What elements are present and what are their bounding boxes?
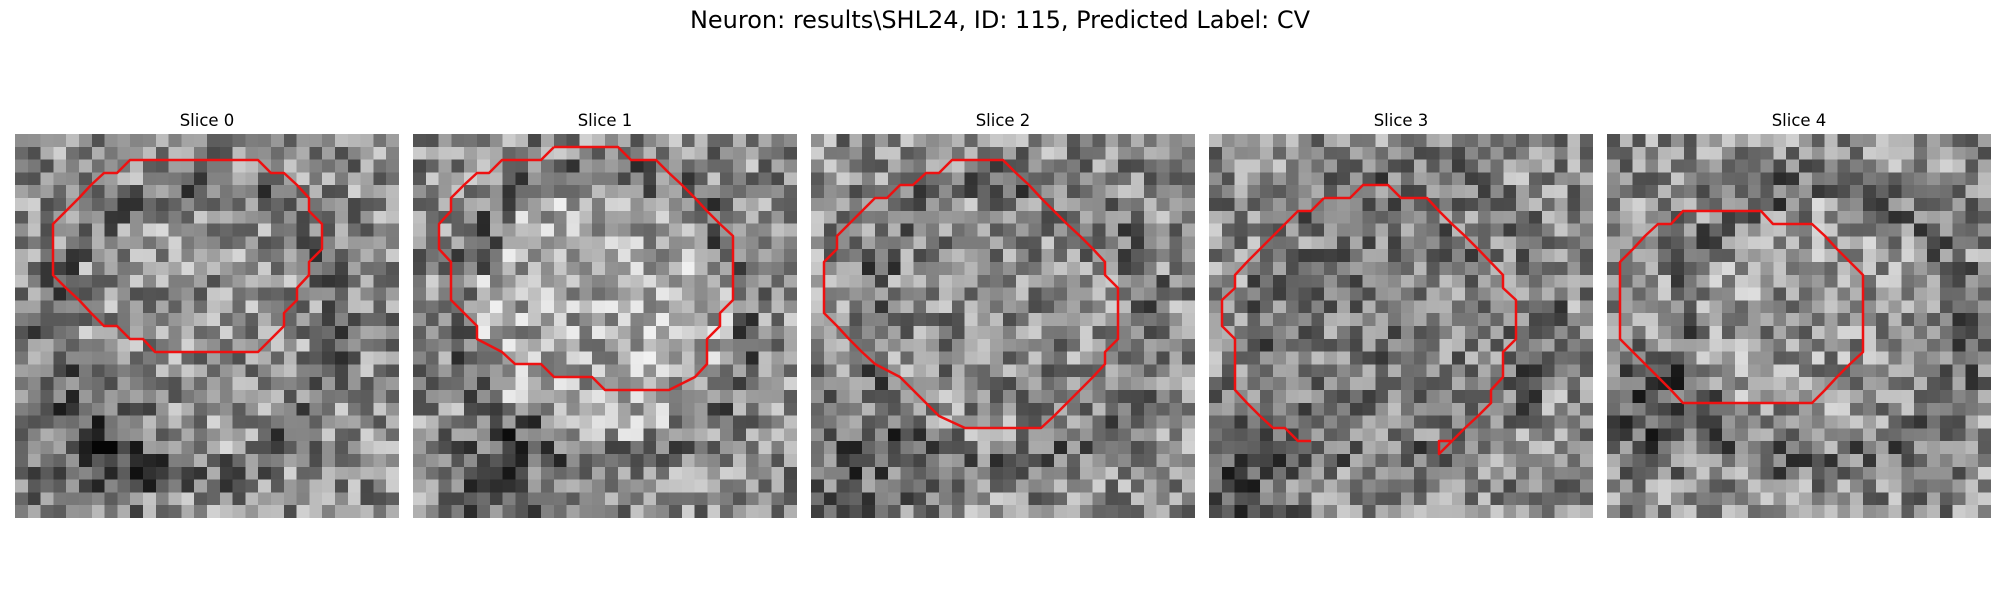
slice-image bbox=[413, 134, 797, 518]
figure-title: Neuron: results\SHL24, ID: 115, Predicte… bbox=[689, 6, 1311, 34]
slice-title: Slice 0 bbox=[179, 111, 235, 130]
slice-image bbox=[15, 134, 399, 518]
slice-image bbox=[1607, 134, 1991, 518]
slice-panel-4: Slice 4 bbox=[1607, 108, 1991, 518]
slice-image bbox=[1209, 134, 1593, 518]
slice-panel-0: Slice 0 bbox=[15, 108, 399, 518]
slice-image bbox=[811, 134, 1195, 518]
slice-panel-1: Slice 1 bbox=[413, 108, 797, 518]
slice-title: Slice 1 bbox=[577, 111, 633, 130]
slice-panel-3: Slice 3 bbox=[1209, 108, 1593, 518]
slice-panel-2: Slice 2 bbox=[811, 108, 1195, 518]
slice-title: Slice 4 bbox=[1771, 111, 1827, 130]
slice-title: Slice 2 bbox=[975, 111, 1031, 130]
slice-title: Slice 3 bbox=[1373, 111, 1429, 130]
